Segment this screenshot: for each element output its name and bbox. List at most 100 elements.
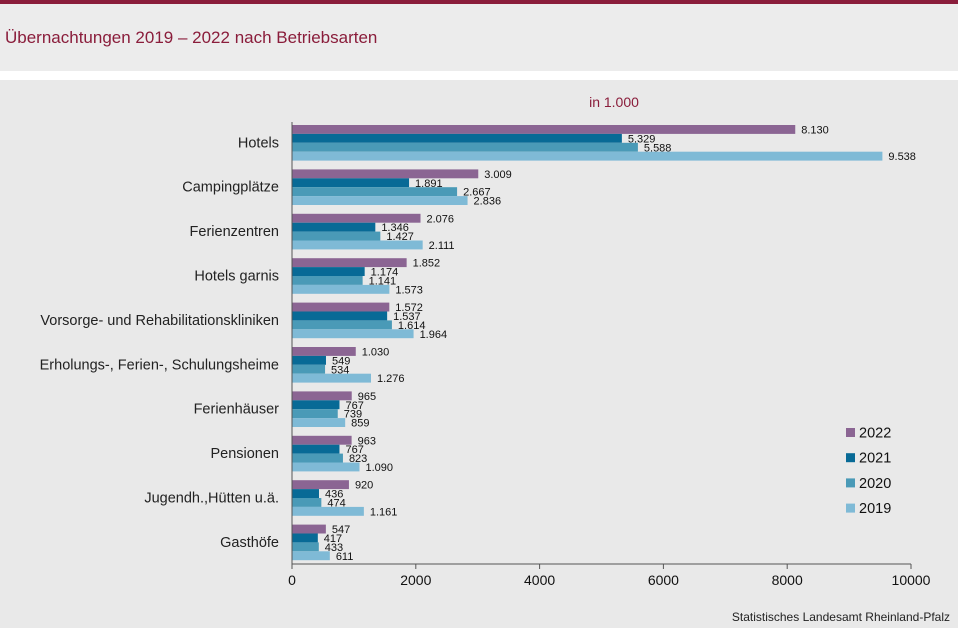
legend-swatch-2019	[846, 503, 855, 513]
value-label-2021-10: 417	[324, 533, 342, 545]
category-label-9: Jugendh.,Hütten u.ä.	[144, 491, 279, 507]
bar-2022-4	[292, 258, 407, 268]
bar-2021-10	[292, 533, 318, 543]
bar-2022-9	[292, 480, 349, 490]
category-label-4: Hotels garnis	[194, 269, 279, 285]
bar-2022-10	[292, 524, 326, 534]
value-label-2019-4: 1.573	[395, 284, 423, 296]
bar-2021-4	[292, 267, 365, 276]
bar-2019-4	[292, 284, 390, 294]
category-label-2: Campingplätze	[182, 180, 279, 196]
value-label-2022-4: 1.852	[413, 258, 441, 270]
bar-2021-1	[292, 133, 622, 143]
value-label-2019-7: 859	[351, 418, 369, 430]
value-label-2022-3: 2.076	[427, 213, 455, 225]
category-label-8: Pensionen	[210, 446, 279, 462]
category-label-5: Vorsorge- und Rehabilitationskliniken	[40, 313, 279, 329]
value-label-2022-5: 1.572	[395, 302, 423, 314]
category-label-3: Ferienzentren	[190, 224, 279, 240]
bar-2022-8	[292, 435, 352, 445]
value-label-2020-1: 5.588	[644, 142, 672, 154]
bar-2020-8	[292, 453, 343, 463]
bar-2022-7	[292, 391, 352, 401]
value-label-2021-3: 1.346	[381, 222, 409, 234]
x-tick-label-8000: 8000	[772, 572, 803, 588]
bar-2021-9	[292, 489, 319, 498]
value-label-2021-7: 767	[345, 400, 363, 412]
bar-2020-3	[292, 231, 381, 241]
bar-2020-10	[292, 542, 319, 552]
bar-2021-7	[292, 400, 340, 410]
bar-2022-6	[292, 347, 356, 356]
value-label-2020-2: 2.667	[463, 187, 491, 199]
value-label-2022-1: 8.130	[801, 124, 829, 136]
x-tick-label-6000: 6000	[648, 572, 679, 588]
category-label-10: Gasthöfe	[220, 535, 279, 551]
bar-2022-5	[292, 302, 390, 312]
source-note: Statistisches Landesamt Rheinland-Pfalz	[731, 610, 950, 624]
category-label-1: Hotels	[238, 135, 279, 151]
bar-2020-7	[292, 409, 338, 419]
unit-label: in 1.000	[589, 94, 639, 110]
bar-2022-3	[292, 213, 421, 223]
bar-2022-1	[292, 125, 796, 134]
x-tick-label-2000: 2000	[400, 572, 431, 588]
chart-header: Übernachtungen 2019 – 2022 nach Betriebs…	[0, 4, 958, 71]
value-label-2021-2: 1.891	[415, 178, 443, 190]
legend-label-2020: 2020	[859, 476, 891, 492]
legend-label-2022: 2022	[859, 426, 891, 442]
bar-2019-1	[292, 151, 883, 161]
value-label-2020-6: 534	[331, 364, 349, 376]
bar-2021-5	[292, 311, 388, 321]
value-label-2022-9: 920	[355, 480, 373, 492]
bar-2019-2	[292, 196, 468, 205]
value-label-2020-5: 1.614	[398, 320, 426, 332]
value-label-2019-1: 9.538	[888, 151, 916, 163]
bar-2019-6	[292, 373, 371, 383]
value-label-2019-3: 2.111	[429, 240, 455, 252]
value-label-2022-10: 547	[332, 524, 350, 536]
chart-title: Übernachtungen 2019 – 2022 nach Betriebs…	[5, 28, 378, 47]
bar-2021-6	[292, 355, 326, 365]
bar-2020-6	[292, 364, 326, 374]
bar-2019-7	[292, 418, 346, 427]
bar-2020-2	[292, 187, 458, 197]
value-label-2019-5: 1.964	[420, 329, 448, 341]
value-label-2020-10: 433	[325, 542, 343, 554]
bar-2019-9	[292, 506, 364, 516]
legend-swatch-2022	[846, 428, 855, 437]
value-label-2022-7: 965	[358, 391, 376, 403]
bar-2021-8	[292, 444, 340, 454]
bar-2020-9	[292, 498, 322, 507]
value-label-2022-2: 3.009	[484, 169, 512, 181]
value-label-2021-4: 1.174	[371, 267, 399, 279]
value-label-2022-6: 1.030	[362, 346, 390, 358]
value-label-2020-4: 1.141	[369, 275, 397, 287]
value-label-2019-8: 1.090	[365, 462, 393, 474]
legend-swatch-2020	[846, 478, 855, 488]
value-label-2020-9: 474	[327, 497, 345, 509]
plot-area: in 1.000 8.130 5.329 5.588 9.538 Hotels 3.009 1…	[0, 80, 958, 628]
category-label-7: Ferienhäuser	[194, 402, 280, 418]
x-tick-label-10000: 10000	[892, 572, 931, 588]
value-label-2021-6: 549	[332, 355, 350, 367]
bar-2019-5	[292, 329, 414, 339]
bar-2019-10	[292, 551, 330, 561]
bar-2020-5	[292, 320, 392, 330]
top-accent-bar	[0, 0, 958, 4]
bar-2019-3	[292, 240, 423, 250]
bar-2022-2	[292, 169, 479, 179]
value-label-2021-9: 436	[325, 489, 343, 501]
bar-2020-1	[292, 142, 638, 152]
value-label-2020-7: 739	[344, 409, 362, 421]
category-label-6: Erholungs-, Ferien-, Schulungsheime	[40, 357, 279, 373]
value-label-2019-9: 1.161	[370, 506, 398, 518]
value-label-2021-8: 767	[345, 444, 363, 456]
bar-2020-4	[292, 276, 363, 285]
value-label-2020-8: 823	[349, 453, 367, 465]
value-label-2019-10: 611	[336, 551, 354, 563]
value-label-2020-3: 1.427	[386, 231, 414, 243]
bar-2019-8	[292, 462, 360, 472]
bar-2021-2	[292, 178, 410, 188]
